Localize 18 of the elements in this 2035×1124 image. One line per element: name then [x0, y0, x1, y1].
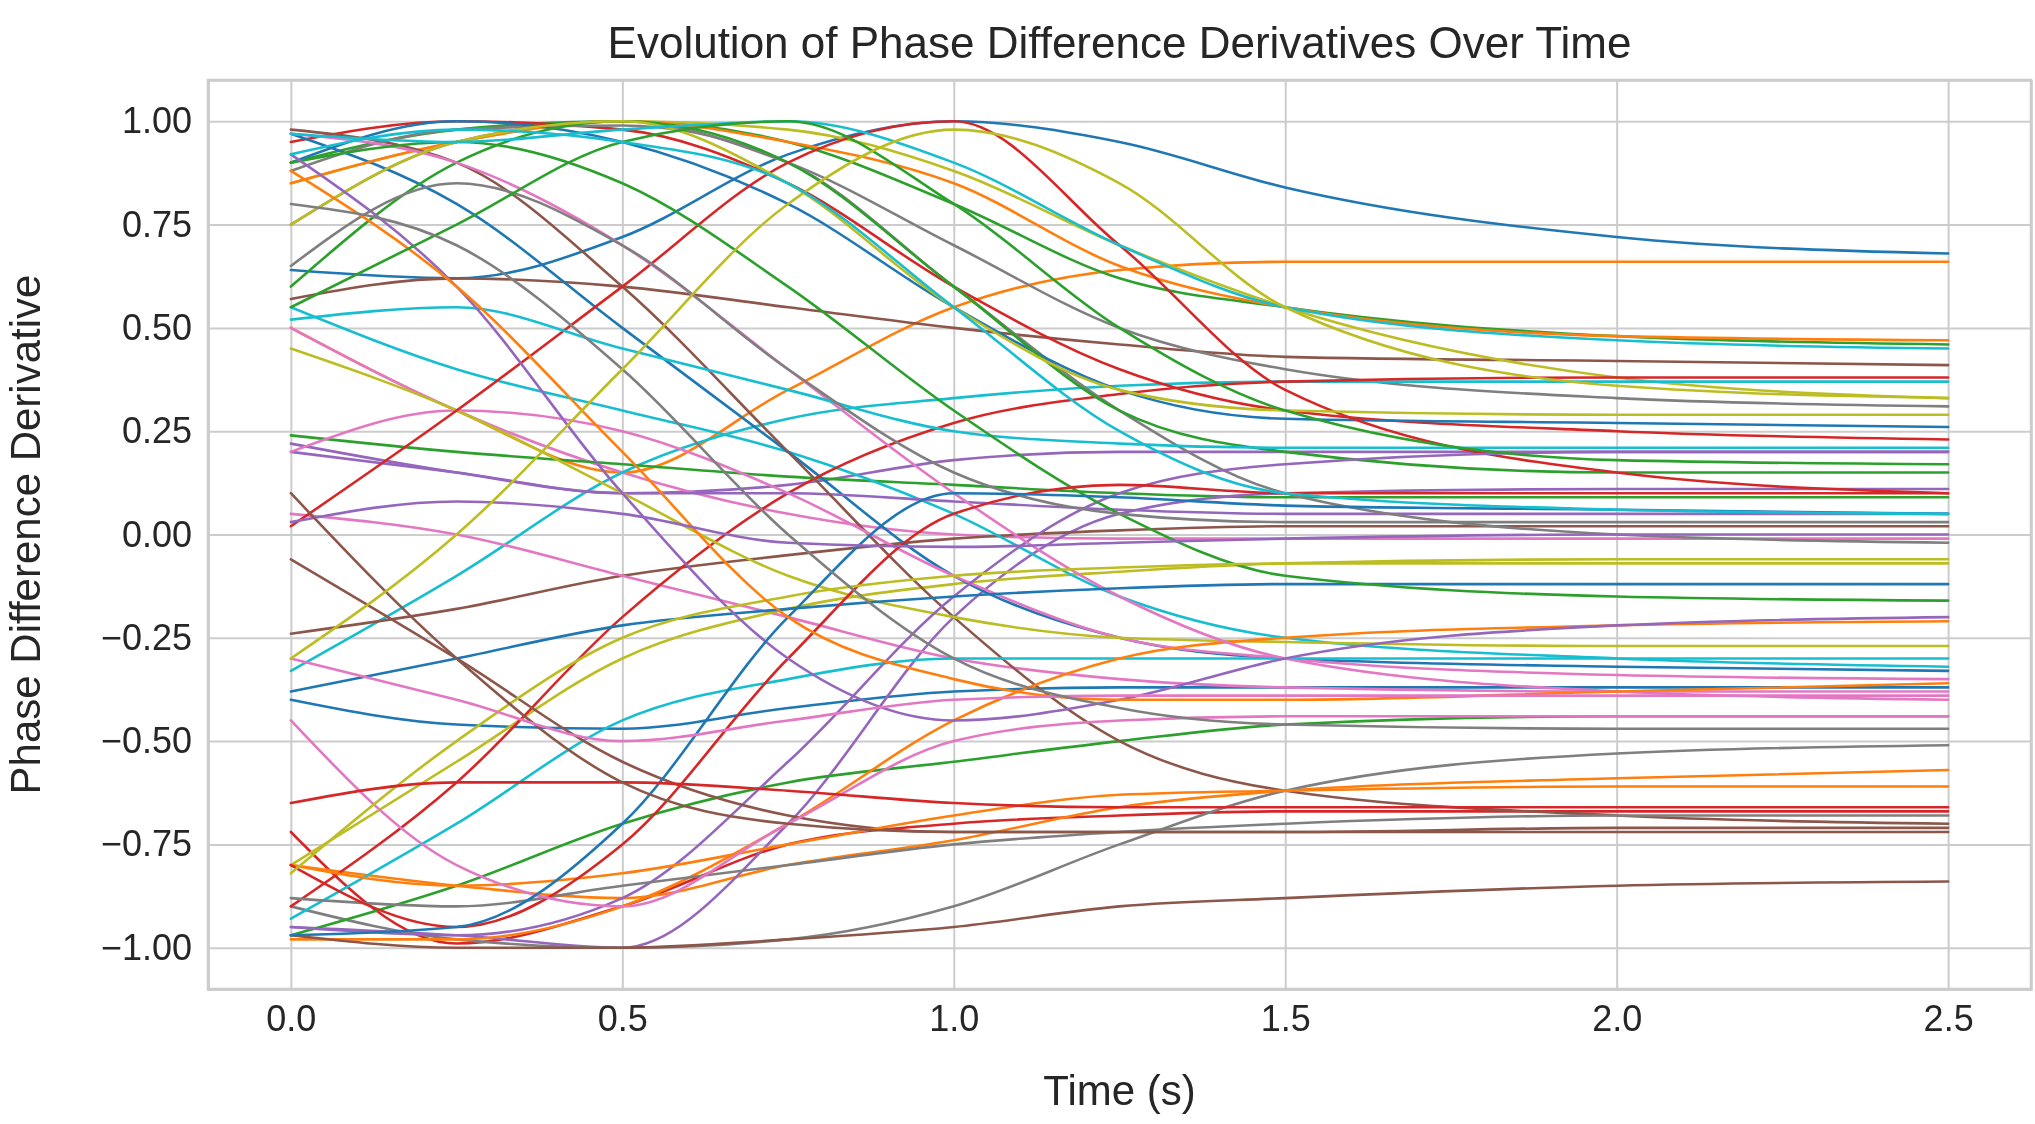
y-tick-label: −0.50	[100, 720, 192, 762]
y-tick-label: 0.25	[121, 410, 192, 452]
chart-title: Evolution of Phase Difference Derivatives Over Time	[607, 18, 1632, 67]
y-axis-title: Phase Difference Derivative	[2, 274, 49, 795]
x-tick-label: 0.0	[266, 997, 317, 1039]
y-tick-label: −0.75	[100, 823, 192, 865]
x-axis-title: Time (s)	[1043, 1067, 1196, 1114]
x-tick-label: 1.5	[1260, 997, 1311, 1039]
x-tick-label: 2.0	[1592, 997, 1643, 1039]
x-tick-label: 2.5	[1923, 997, 1974, 1039]
y-tick-label: 1.00	[121, 100, 192, 142]
y-tick-label: −1.00	[100, 926, 192, 968]
x-tick-label: 1.0	[929, 997, 980, 1039]
y-tick-label: 0.00	[121, 513, 192, 555]
y-tick-label: −0.25	[100, 616, 192, 658]
y-tick-label: 0.50	[121, 306, 192, 348]
x-tick-label: 0.5	[597, 997, 648, 1039]
y-tick-label: 0.75	[121, 203, 192, 245]
